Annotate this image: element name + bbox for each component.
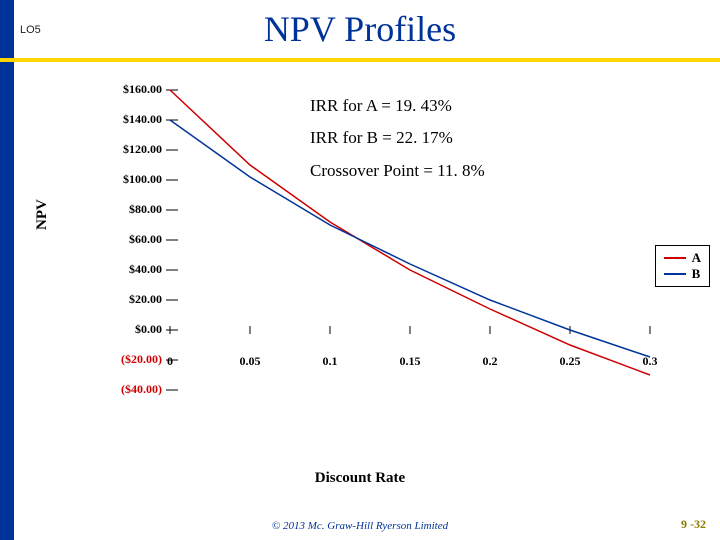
y-axis-label: NPV xyxy=(34,199,51,230)
y-tick-label: ($20.00) xyxy=(106,352,162,367)
y-tick-label: $100.00 xyxy=(106,172,162,187)
legend-item-b: B xyxy=(664,266,701,282)
y-tick-label: $20.00 xyxy=(106,292,162,307)
footer-copyright: © 2013 Mc. Graw-Hill Ryerson Limited xyxy=(0,520,720,532)
y-tick-label: $60.00 xyxy=(106,232,162,247)
legend-label-b: B xyxy=(692,266,701,282)
title-underline xyxy=(0,58,720,62)
legend: A B xyxy=(655,245,710,287)
page-title: NPV Profiles xyxy=(0,8,720,50)
x-tick-label: 0.3 xyxy=(643,354,658,369)
legend-item-a: A xyxy=(664,250,701,266)
left-border-stripe xyxy=(0,0,14,540)
y-tick-label: $140.00 xyxy=(106,112,162,127)
y-tick-label: $120.00 xyxy=(106,142,162,157)
legend-swatch-a xyxy=(664,257,686,259)
slide-number: 9 -32 xyxy=(681,517,706,532)
legend-swatch-b xyxy=(664,273,686,275)
legend-label-a: A xyxy=(692,250,701,266)
x-tick-label: 0.1 xyxy=(323,354,338,369)
x-tick-label: 0.05 xyxy=(240,354,261,369)
x-axis-label: Discount Rate xyxy=(0,470,720,487)
x-tick-label: 0.2 xyxy=(483,354,498,369)
x-tick-label: 0.15 xyxy=(400,354,421,369)
y-tick-label: $40.00 xyxy=(106,262,162,277)
x-tick-label: 0.25 xyxy=(560,354,581,369)
x-tick-label: 0 xyxy=(167,354,173,369)
y-tick-label: ($40.00) xyxy=(106,382,162,397)
chart-area: ($40.00) ($20.00) $0.00 $20.00 $40.00 $60.00 $… xyxy=(50,80,680,460)
y-tick-label: $0.00 xyxy=(106,322,162,337)
y-tick-label: $80.00 xyxy=(106,202,162,217)
y-tick-label: $160.00 xyxy=(106,82,162,97)
